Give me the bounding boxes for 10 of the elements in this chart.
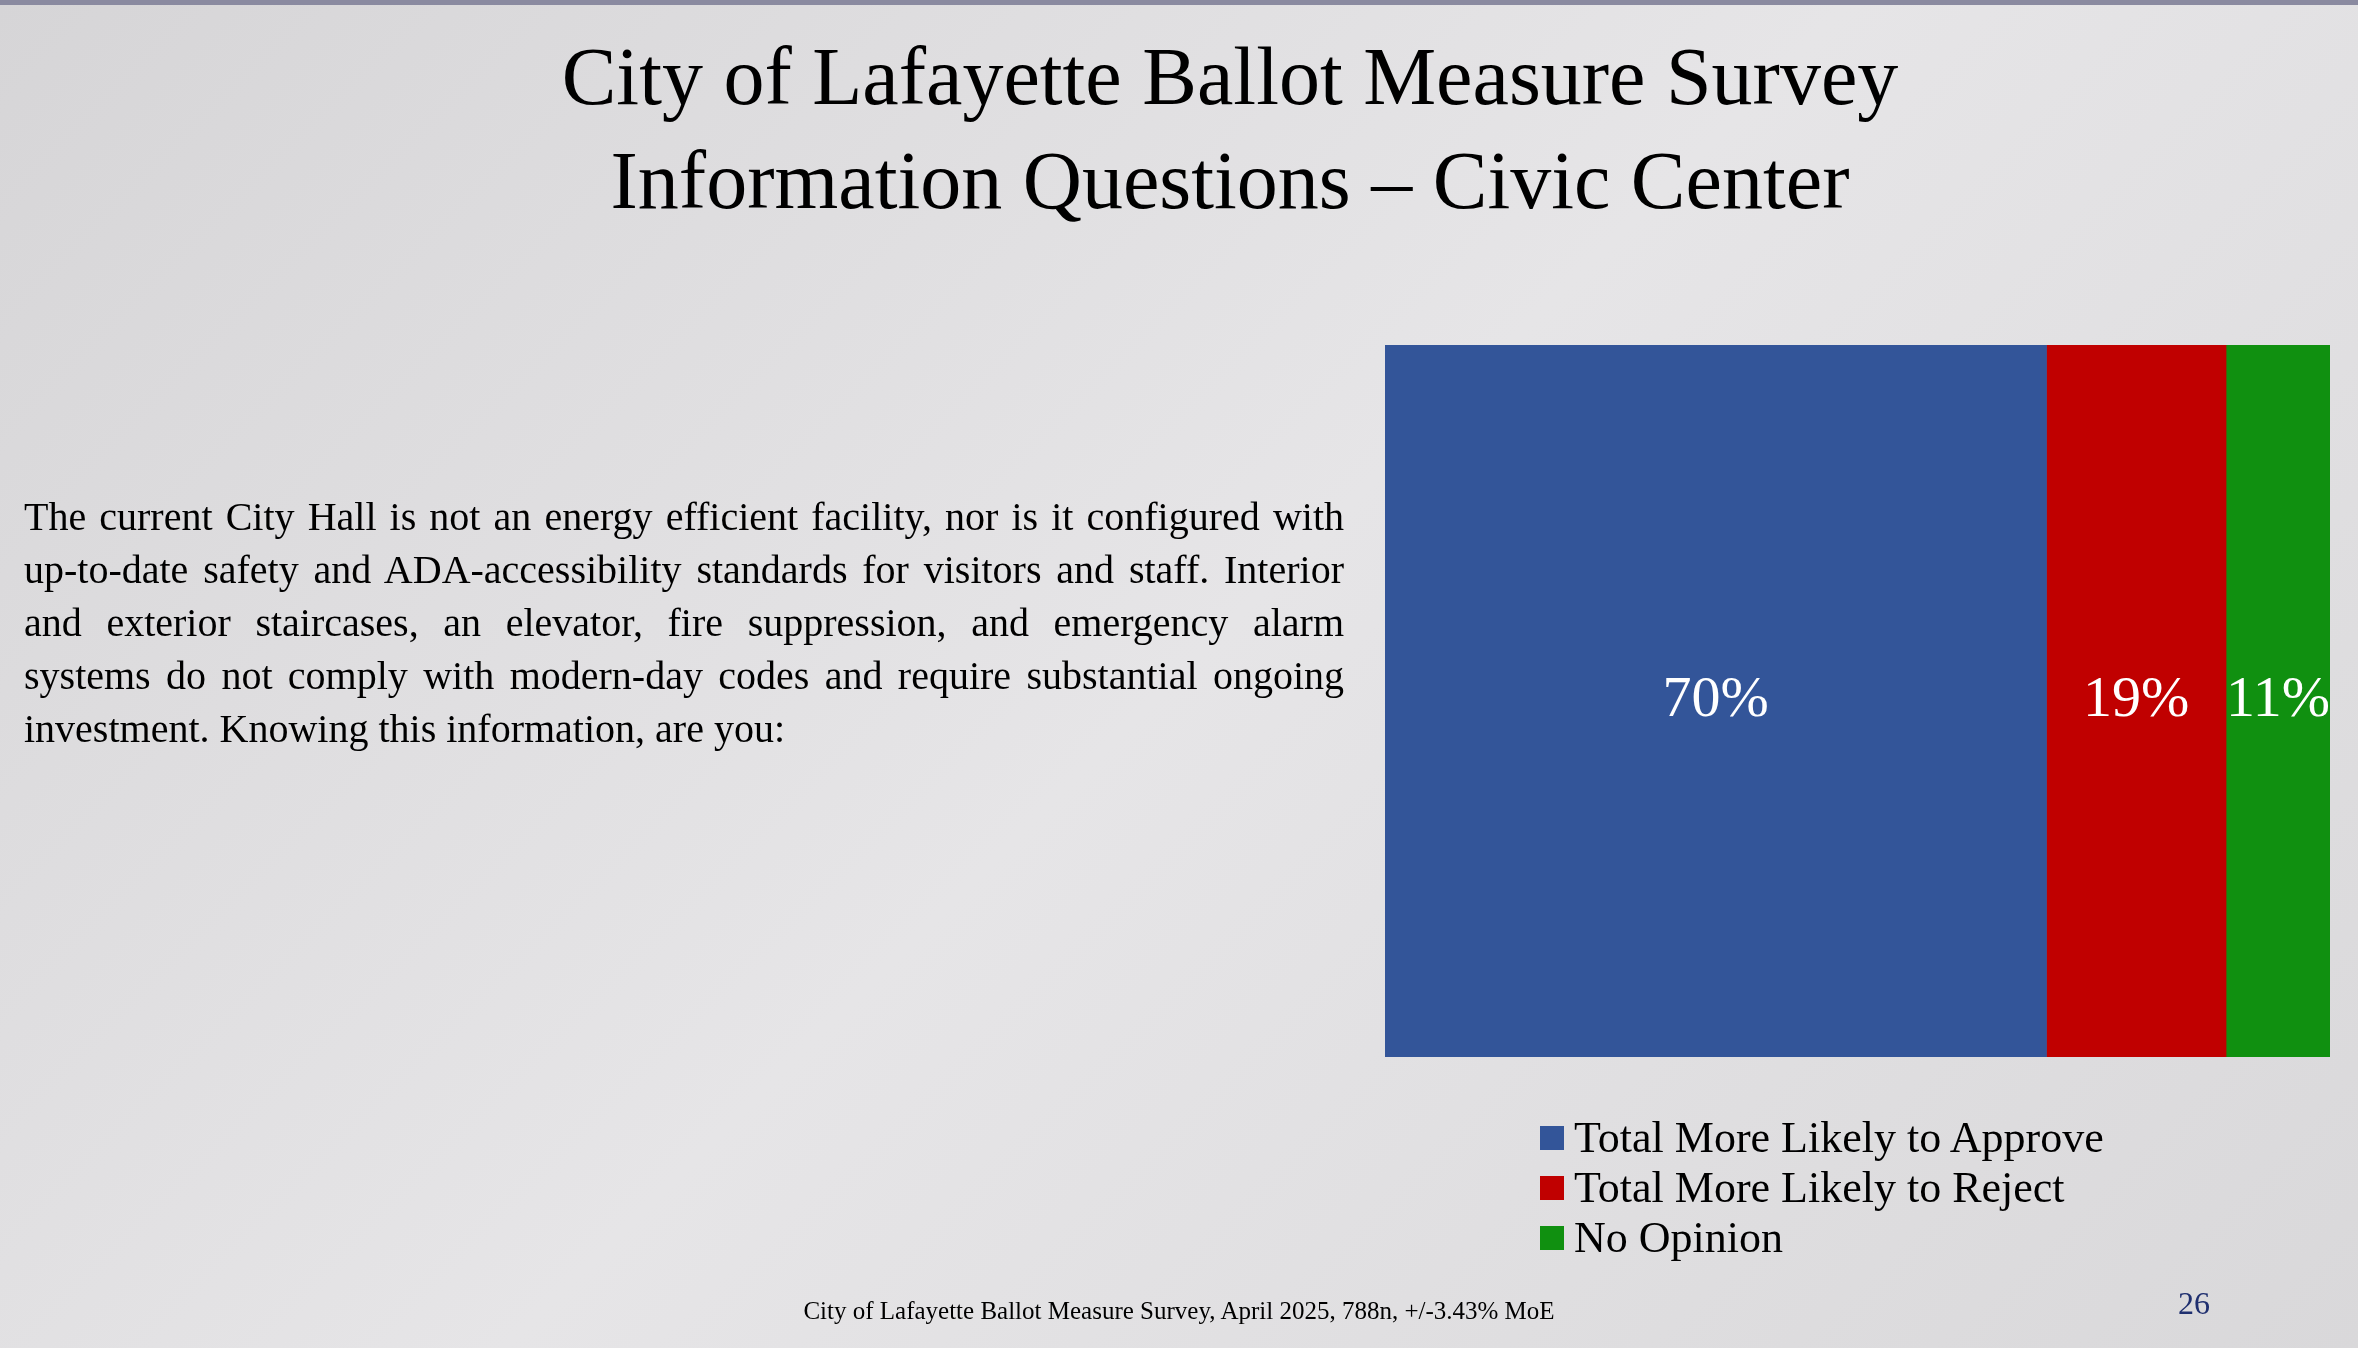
legend-label: No Opinion bbox=[1574, 1213, 1783, 1263]
data-label: 19% bbox=[2083, 664, 2190, 730]
legend-label: Total More Likely to Approve bbox=[1574, 1113, 2104, 1163]
text: The current City Hall is not an energy efficient facility, nor is it configured with up-to-date safety and ADA-accessibility standards for visitors and staff. Interior and exterior staircases, an elevator, fire suppression, and emergency alarm systems do not comply with modern-day codes and require substantial ongoing investment. Knowing this information, are you: bbox=[24, 493, 1344, 753]
chart-title: City of Lafayette Ballot Measure Survey Information Questions – Civic Center bbox=[560, 30, 1900, 228]
text: 26 bbox=[2178, 1285, 2210, 1322]
data-label: 70% bbox=[1662, 664, 1769, 730]
data-label: 11% bbox=[2225, 664, 2331, 730]
legend-label: Total More Likely to Reject bbox=[1574, 1163, 2065, 1213]
text: City of Lafayette Ballot Measure Survey, April 2025, 788n, +/-3.43% MoE bbox=[803, 1297, 1555, 1324]
